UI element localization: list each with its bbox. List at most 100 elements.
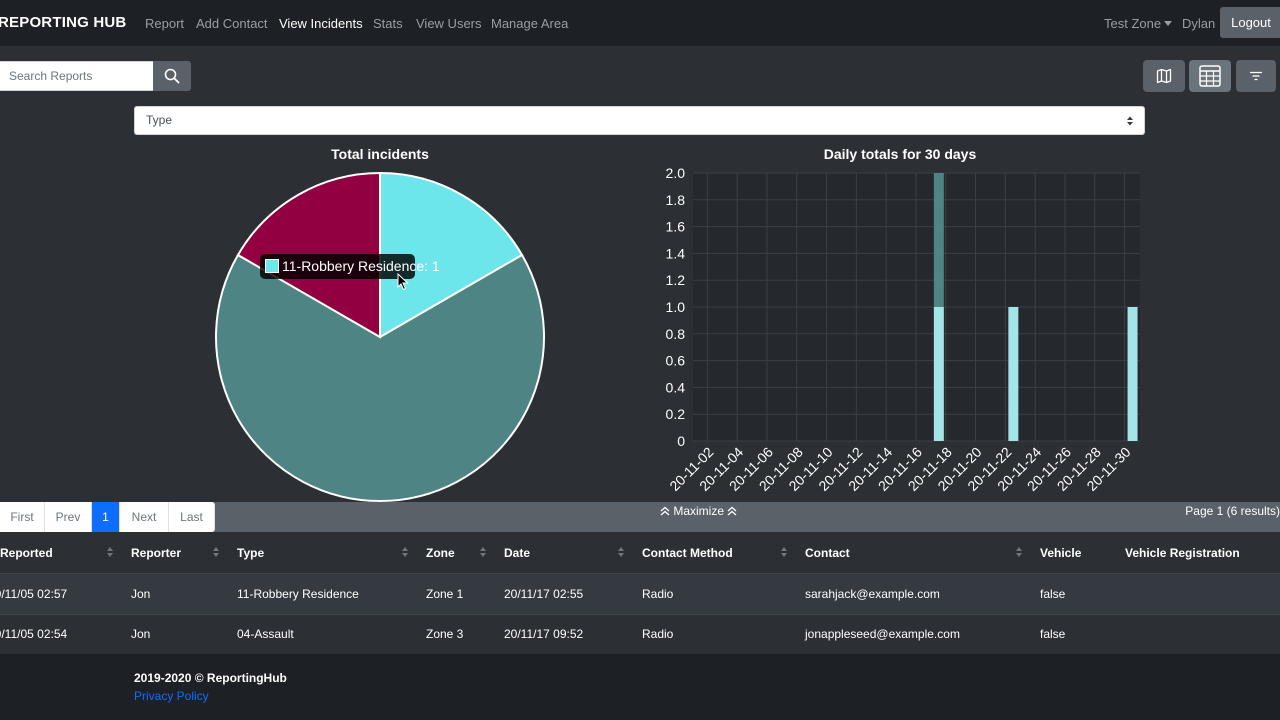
pie-tooltip: 11-Robbery Residence: 1 [260, 254, 440, 279]
y-tick-label: 1.0 [666, 299, 686, 315]
pie-chart [215, 171, 545, 502]
zone-dropdown[interactable]: Test Zone [1104, 16, 1173, 31]
select-arrows-icon [1127, 116, 1133, 126]
nav-link-view-incidents[interactable]: View Incidents [279, 16, 363, 31]
tooltip-label: 11-Robbery Residence: 1 [282, 258, 440, 274]
search-button[interactable] [153, 61, 191, 91]
pie-slice[interactable] [379, 171, 524, 339]
column-header-vehicle[interactable]: Vehicle [1040, 546, 1082, 560]
pagination-last-button[interactable]: Last [169, 502, 215, 532]
zone-dropdown-label: Test Zone [1104, 16, 1162, 31]
logout-button[interactable]: Logout [1220, 7, 1280, 38]
cell-reported: 20/11/05 02:57 [0, 587, 68, 601]
sort-icon[interactable] [1016, 546, 1022, 558]
table-header [0, 533, 1280, 573]
column-header-vehicle-registration[interactable]: Vehicle Registration [1125, 546, 1240, 560]
y-tick-label: 1.6 [666, 219, 686, 235]
nav-link-view-users[interactable]: View Users [416, 16, 482, 31]
bar[interactable] [933, 307, 944, 441]
cell-zone: Zone 3 [426, 627, 464, 641]
brand-logo[interactable]: REPORTING HUB [0, 14, 127, 31]
type-select-value: Type [146, 113, 173, 127]
page-info: Page 1 (6 results) [1185, 504, 1280, 518]
cell-zone: Zone 1 [426, 587, 464, 601]
mouse-cursor-icon [397, 273, 409, 291]
y-tick-label: 0.6 [666, 353, 686, 369]
caret-down-icon [1164, 21, 1173, 26]
filter-icon [1250, 71, 1262, 81]
privacy-policy-link[interactable]: Privacy Policy [134, 689, 209, 703]
y-tick-label: 0 [677, 433, 685, 449]
y-tick-label: 1.8 [666, 192, 686, 208]
cell-reporter: Jon [131, 587, 151, 601]
cell-type: 11-Robbery Residence [237, 587, 359, 601]
table-row[interactable] [0, 615, 1280, 655]
column-header-date[interactable]: Date [504, 546, 531, 560]
row-divider [0, 573, 1280, 574]
filter-button[interactable] [1236, 60, 1276, 92]
cell-contact: sarahjack@example.com [805, 587, 940, 601]
bar[interactable] [933, 173, 944, 307]
nav-link-report[interactable]: Report [145, 16, 185, 31]
table-view-icon [1199, 65, 1221, 87]
cell-contact-method: Radio [642, 587, 674, 601]
type-select[interactable]: Type [134, 106, 1145, 135]
nav-link-stats[interactable]: Stats [373, 16, 403, 31]
table-view-button[interactable] [1189, 60, 1231, 92]
y-tick-label: 1.2 [666, 272, 686, 288]
sort-icon[interactable] [781, 546, 787, 558]
sort-icon[interactable] [402, 546, 408, 558]
bar-chart: 00.20.40.60.81.01.21.41.61.82.020-11-022… [666, 165, 1140, 494]
cell-reported: 20/11/05 02:54 [0, 627, 68, 641]
cell-contact: jonappleseed@example.com [805, 627, 960, 641]
y-tick-label: 1.4 [666, 245, 686, 261]
search-icon [164, 68, 180, 84]
column-header-reporter[interactable]: Reporter [131, 546, 182, 560]
column-header-type[interactable]: Type [237, 546, 265, 560]
sort-icon[interactable] [480, 546, 486, 558]
cell-vehicle: false [1040, 627, 1066, 641]
sort-icon[interactable] [107, 546, 113, 558]
maximize-label: Maximize [673, 504, 725, 518]
column-header-contact[interactable]: Contact [805, 546, 850, 560]
cell-date: 20/11/17 09:52 [504, 627, 584, 641]
pie-slice[interactable] [215, 253, 545, 502]
sort-icon[interactable] [618, 546, 624, 558]
cell-type: 04-Assault [237, 627, 294, 641]
pie-chart-title: Total incidents [331, 146, 429, 162]
chevron-double-up-icon [727, 506, 737, 516]
cell-vehicle: false [1040, 587, 1066, 601]
navbar: REPORTING HUB Report Add Contact View In… [0, 0, 1280, 46]
bar[interactable] [1127, 307, 1138, 441]
pagination-prev-button[interactable]: Prev [45, 502, 92, 532]
y-tick-label: 0.4 [666, 379, 686, 395]
cell-reporter: Jon [131, 627, 151, 641]
table-row[interactable] [0, 574, 1280, 614]
sort-icon[interactable] [213, 546, 219, 558]
y-tick-label: 2.0 [666, 165, 686, 181]
cell-date: 20/11/17 02:55 [504, 587, 584, 601]
column-header-contact-method[interactable]: Contact Method [642, 546, 733, 560]
column-header-zone[interactable]: Zone [426, 546, 455, 560]
y-tick-label: 0.2 [666, 406, 686, 422]
nav-link-add-contact[interactable]: Add Contact [196, 16, 268, 31]
maximize-button[interactable]: Maximize [660, 504, 737, 518]
user-name[interactable]: Dylan [1182, 16, 1216, 31]
bar[interactable] [1008, 307, 1019, 441]
bar-chart-title: Daily totals for 30 days [823, 146, 977, 162]
pagination-first-button[interactable]: First [0, 502, 45, 532]
map-view-button[interactable] [1143, 60, 1185, 92]
nav-link-manage-area[interactable]: Manage Area [491, 16, 569, 31]
map-view-icon [1156, 68, 1172, 84]
pagination-next-button[interactable]: Next [120, 502, 169, 532]
tooltip-swatch [265, 259, 279, 273]
chevron-double-up-icon [660, 506, 670, 516]
column-header-reported[interactable]: Reported [0, 546, 53, 560]
search-input[interactable]: Search Reports [0, 61, 163, 91]
row-divider [0, 614, 1280, 615]
pagination-page-1-button[interactable]: 1 [92, 502, 120, 532]
cell-contact-method: Radio [642, 627, 674, 641]
y-tick-label: 0.8 [666, 326, 686, 342]
footer-copyright: 2019-2020 © ReportingHub [134, 671, 287, 685]
footer [0, 654, 1280, 720]
